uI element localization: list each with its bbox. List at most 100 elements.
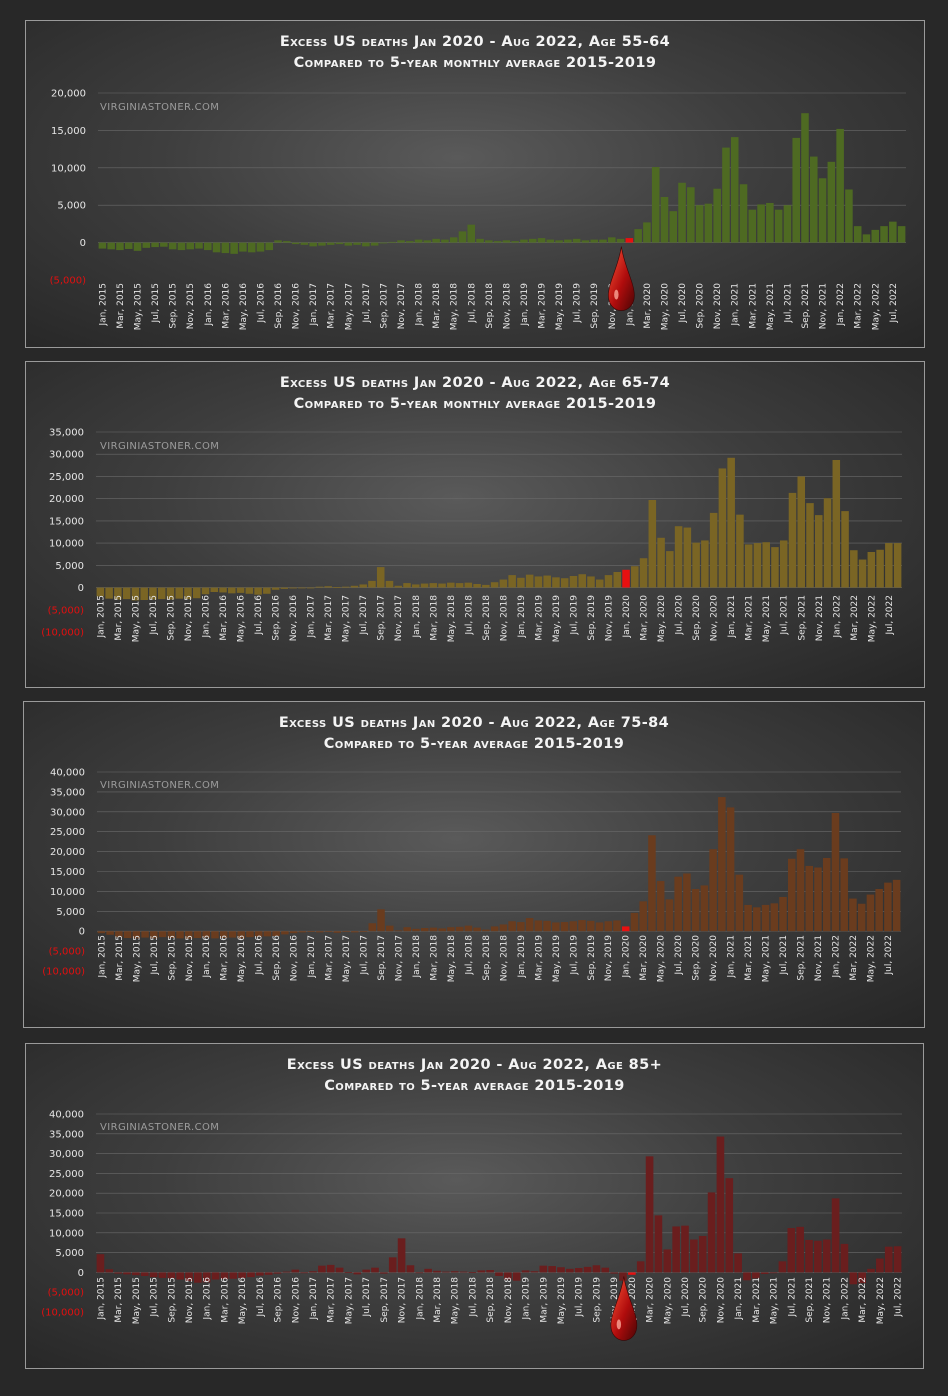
x-tick-label: Mar, 2016 bbox=[220, 935, 230, 981]
chart-panel-65-74: Excess US deaths Jan 2020 - Aug 2022, Ag… bbox=[25, 361, 925, 688]
x-tick-label: Sep, 2015 bbox=[167, 1277, 177, 1323]
bar bbox=[743, 1272, 751, 1281]
bar bbox=[897, 226, 906, 243]
bar bbox=[805, 865, 813, 932]
x-tick-label: Mar, 2021 bbox=[744, 935, 754, 981]
y-tick-label: 40,000 bbox=[50, 768, 85, 779]
bar bbox=[778, 1261, 787, 1273]
x-tick-label: Nov, 2015 bbox=[185, 1277, 195, 1323]
y-tick-label: 5,000 bbox=[55, 1248, 84, 1259]
bar bbox=[493, 241, 502, 243]
x-tick-label: Nov, 2019 bbox=[605, 595, 615, 641]
bar bbox=[810, 156, 818, 243]
bar bbox=[177, 242, 186, 251]
bar-highlight bbox=[622, 569, 630, 588]
bar bbox=[537, 238, 546, 243]
x-tick-label: Jul, 2015 bbox=[150, 1277, 160, 1318]
bar bbox=[762, 542, 770, 588]
bar bbox=[476, 238, 484, 243]
bar bbox=[648, 500, 657, 588]
bar bbox=[666, 551, 674, 588]
chart-title: Excess US deaths Jan 2020 - Aug 2022, Ag… bbox=[26, 373, 924, 415]
bar bbox=[335, 242, 344, 245]
x-tick-label: Mar, 2015 bbox=[114, 595, 124, 641]
x-tick-label: Sep, 2021 bbox=[797, 935, 807, 981]
bar-highlight bbox=[621, 926, 630, 932]
bar bbox=[291, 1269, 300, 1273]
chart-subtitle: Compared to 5-year monthly average 2015-… bbox=[293, 396, 657, 412]
x-tick-label: Mar, 2022 bbox=[854, 283, 864, 329]
bar bbox=[420, 928, 429, 932]
bar bbox=[455, 926, 464, 932]
bar bbox=[687, 187, 695, 243]
bar bbox=[309, 1271, 317, 1273]
bar bbox=[300, 1272, 308, 1274]
bar bbox=[610, 1272, 618, 1274]
x-tick-label: May, 2018 bbox=[450, 283, 460, 331]
bar bbox=[739, 184, 748, 243]
bar bbox=[867, 552, 876, 588]
bar bbox=[221, 242, 230, 254]
bar bbox=[175, 587, 183, 599]
x-tick-label: Mar, 2015 bbox=[116, 283, 126, 329]
bar bbox=[648, 835, 656, 932]
y-tick-label: 35,000 bbox=[50, 787, 85, 798]
bar bbox=[298, 587, 306, 589]
bar bbox=[341, 586, 350, 588]
bar bbox=[840, 1243, 849, 1273]
bar bbox=[499, 924, 508, 932]
bar bbox=[560, 578, 569, 588]
bar bbox=[587, 920, 595, 932]
chart-title: Excess US deaths Jan 2020 - Aug 2022, Ag… bbox=[26, 1055, 923, 1097]
bar bbox=[353, 242, 361, 245]
bar bbox=[704, 203, 713, 243]
bar bbox=[669, 211, 678, 243]
bar bbox=[124, 242, 133, 249]
bar bbox=[468, 1272, 477, 1273]
bar bbox=[344, 1272, 353, 1273]
bar bbox=[403, 927, 411, 932]
bar bbox=[806, 503, 814, 588]
bar bbox=[246, 931, 254, 938]
bar bbox=[601, 1267, 610, 1273]
bar bbox=[379, 242, 388, 244]
y-tick-label: 40,000 bbox=[49, 1110, 84, 1121]
x-tick-label: Jul, 2017 bbox=[360, 935, 370, 976]
watermark-text: VIRGINIASTONER.COM bbox=[100, 102, 219, 113]
bar bbox=[569, 921, 578, 932]
bar bbox=[464, 582, 473, 588]
bar bbox=[333, 931, 342, 933]
x-tick-label: Jul, 2016 bbox=[256, 1277, 266, 1318]
x-tick-label: Mar, 2020 bbox=[639, 935, 649, 981]
bar bbox=[228, 931, 237, 938]
bar bbox=[98, 242, 107, 249]
bar bbox=[195, 242, 203, 249]
bar bbox=[263, 931, 272, 937]
bar bbox=[814, 867, 822, 932]
bar bbox=[692, 542, 700, 588]
x-tick-label: Jul, 2018 bbox=[464, 595, 474, 636]
bar bbox=[376, 567, 385, 588]
bar bbox=[805, 1239, 813, 1273]
bar bbox=[167, 931, 176, 938]
x-tick-label: Jul, 2017 bbox=[362, 1277, 372, 1318]
bar bbox=[403, 583, 411, 588]
bar bbox=[318, 1265, 326, 1273]
bar bbox=[107, 242, 115, 250]
x-tick-label: Jan, 2020 bbox=[628, 1277, 638, 1321]
x-tick-label: Jul, 2018 bbox=[468, 1277, 478, 1318]
y-tick-label: 25,000 bbox=[49, 1169, 84, 1180]
x-tick-label: Jan, 2017 bbox=[307, 935, 317, 979]
x-tick-label: Nov, 2018 bbox=[499, 595, 509, 641]
x-tick-label: Jan, 2022 bbox=[840, 1277, 850, 1321]
x-tick-label: Jan, 2020 bbox=[622, 935, 632, 979]
bar bbox=[643, 222, 651, 243]
y-tick-label: 15,000 bbox=[49, 516, 84, 527]
bar bbox=[818, 178, 827, 243]
bar bbox=[229, 1272, 238, 1279]
x-tick-label: Mar, 2022 bbox=[858, 1277, 868, 1323]
bar bbox=[359, 931, 368, 932]
bar bbox=[727, 457, 735, 588]
y-tick-label: (5,000) bbox=[48, 1288, 85, 1299]
x-tick-label: Mar, 2021 bbox=[748, 283, 758, 329]
